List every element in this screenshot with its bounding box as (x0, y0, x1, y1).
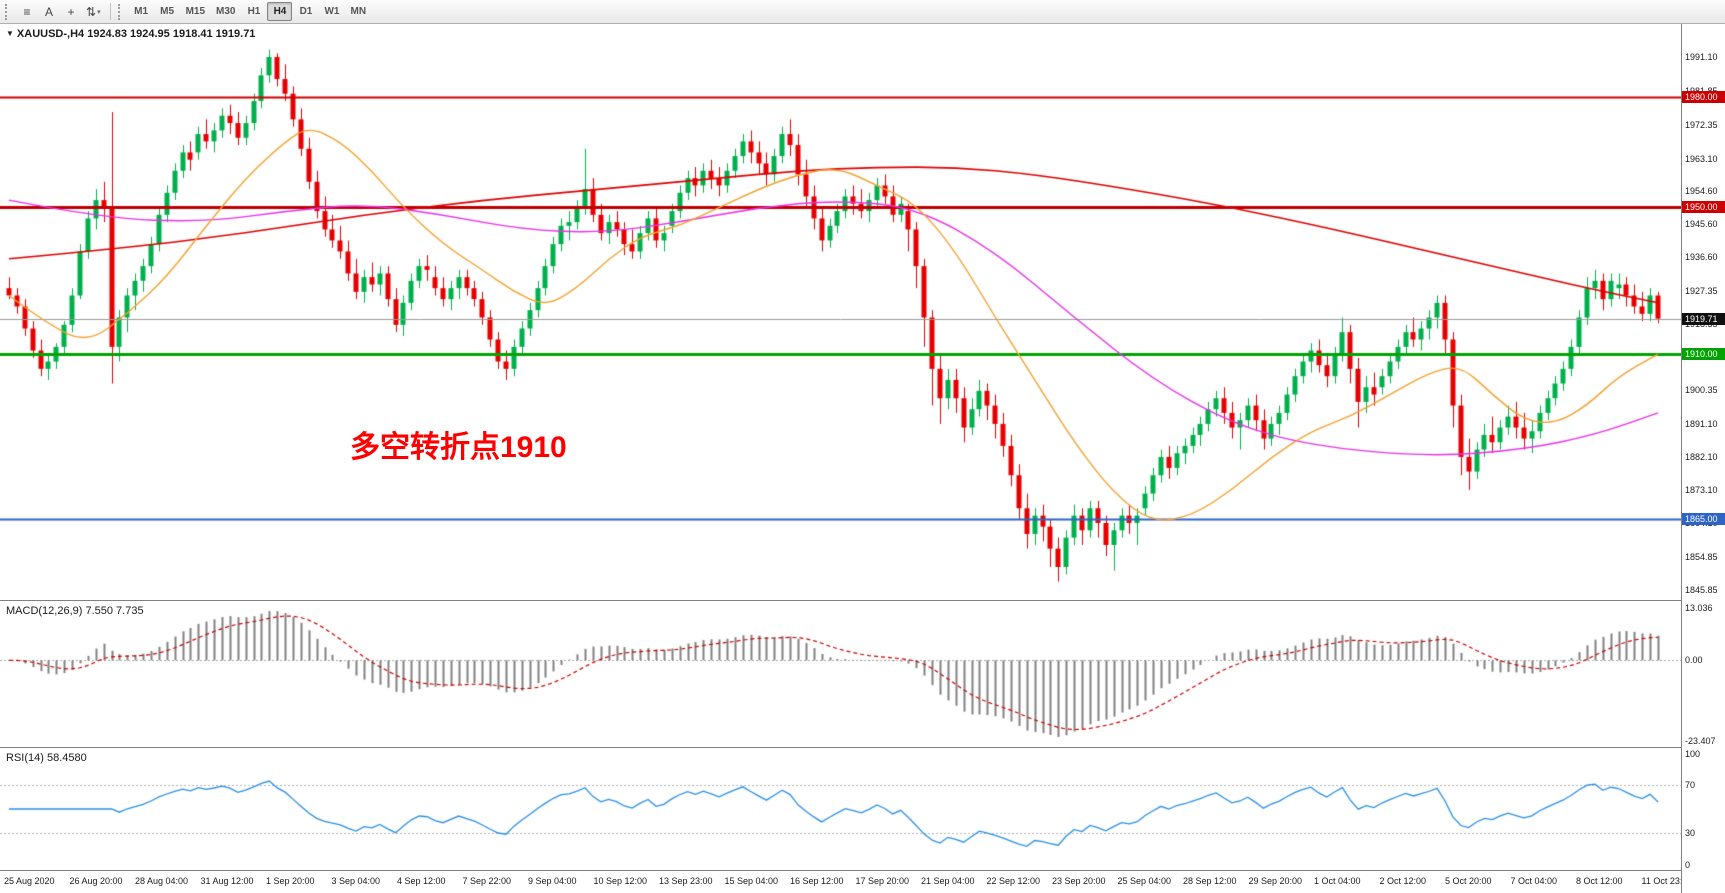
time-label: 28 Sep 12:00 (1183, 876, 1237, 886)
price-tick: 1954.60 (1685, 185, 1718, 196)
time-label: 5 Oct 20:00 (1445, 876, 1492, 886)
timeframe-toolbar: M1 M5 M15 M30 H1 H4 D1 W1 MN (129, 2, 371, 21)
text-label-glyph: A (44, 4, 53, 19)
price-level-badge: 1980.00 (1682, 91, 1725, 104)
price-level-badge: 1950.00 (1682, 201, 1725, 214)
price-tick: 1963.10 (1685, 154, 1718, 165)
timeframe-button-m1[interactable]: M1 (129, 2, 154, 21)
timeframe-button-d1[interactable]: D1 (293, 2, 318, 21)
macd-axis-label: 0.00 (1685, 655, 1703, 666)
time-label: 21 Sep 04:00 (921, 876, 975, 886)
price-axis[interactable]: 1991.10 1981.85 1972.35 1963.10 1954.60 1945.… (1681, 24, 1725, 893)
rsi-axis-label: 30 (1685, 828, 1696, 839)
symbol-ohlc-text: XAUUSD-,H4 1924.83 1924.95 1918.41 1919.… (16, 28, 256, 40)
current-price-badge: 1919.71 (1682, 312, 1725, 325)
rsi-canvas[interactable] (0, 748, 1681, 870)
time-label: 1 Sep 20:00 (266, 876, 315, 886)
chart-annotation[interactable]: 多空转折点1910 (350, 431, 567, 464)
dropdown-caret-icon: ▾ (97, 8, 101, 16)
price-tick: 1900.35 (1685, 384, 1718, 395)
timeframe-button-m5[interactable]: M5 (155, 2, 180, 21)
macd-panel-divider[interactable] (0, 600, 1725, 601)
price-tick: 1945.60 (1685, 218, 1718, 229)
macd-label: MACD(12,26,9) 7.550 7.735 (6, 605, 144, 617)
time-label: 25 Aug 2020 (4, 876, 55, 886)
timeframe-button-h1[interactable]: H1 (241, 2, 266, 21)
time-label: 26 Aug 20:00 (69, 876, 123, 886)
time-label: 7 Sep 22:00 (462, 876, 512, 886)
time-label: 13 Sep 23:00 (659, 876, 713, 886)
crosshair-icon[interactable]: + (60, 2, 82, 22)
time-label: 23 Sep 20:00 (1052, 876, 1106, 886)
rsi-panel-divider[interactable] (0, 747, 1725, 748)
time-label: 29 Sep 20:00 (1248, 876, 1303, 886)
price-tick: 1882.10 (1685, 451, 1718, 462)
scale-glyph: ⇅ (86, 4, 97, 19)
price-level-badge: 1865.00 (1682, 513, 1725, 526)
price-tick: 1991.10 (1685, 51, 1718, 62)
time-label: 7 Oct 04:00 (1510, 876, 1558, 886)
chart-window: ▼ XAUUSD-,H4 1924.83 1924.95 1918.41 1919… (0, 24, 1725, 893)
macd-axis-label: 13.036 (1685, 603, 1713, 613)
timeframe-button-mn[interactable]: MN (345, 2, 371, 21)
text-label-icon[interactable]: A (38, 2, 60, 22)
timeframe-button-m15[interactable]: M15 (181, 2, 210, 21)
price-tick: 1927.35 (1685, 285, 1718, 296)
price-level-badge: 1910.00 (1682, 348, 1725, 361)
time-label: 15 Sep 04:00 (724, 876, 779, 886)
symbol-info: ▼ XAUUSD-,H4 1924.83 1924.95 1918.41 1919… (6, 28, 255, 40)
chart-bars-icon[interactable]: ≡ (16, 2, 38, 22)
rsi-axis-label: 0 (1685, 860, 1691, 870)
time-label: 28 Aug 04:00 (135, 876, 189, 886)
time-label: 8 Oct 12:00 (1576, 876, 1623, 886)
time-axis[interactable]: 25 Aug 2020 26 Aug 20:00 28 Aug 04:00 31 Au… (0, 871, 1725, 893)
crosshair-glyph: + (67, 4, 75, 19)
price-tick: 1845.85 (1685, 584, 1718, 595)
time-label: 10 Sep 12:00 (593, 876, 648, 886)
time-axis-divider (0, 870, 1725, 871)
price-tick: 1873.10 (1685, 484, 1718, 495)
time-label: 2 Oct 12:00 (1379, 876, 1427, 886)
price-chart-canvas[interactable] (0, 24, 1681, 600)
scale-icon[interactable]: ⇅ ▾ (82, 2, 105, 22)
rsi-axis-label: 100 (1685, 749, 1701, 759)
toolbar: ≡ A + ⇅ ▾ M1 M5 M15 M30 H1 H4 D1 W1 MN (0, 0, 1725, 24)
rsi-label: RSI(14) 58.4580 (6, 752, 87, 764)
time-label: 4 Sep 12:00 (397, 876, 446, 886)
rsi-axis-label: 70 (1685, 779, 1696, 790)
price-tick: 1972.35 (1685, 120, 1718, 131)
time-label: 3 Sep 04:00 (331, 876, 381, 886)
chart-bars-glyph: ≡ (23, 4, 31, 19)
time-label: 17 Sep 20:00 (855, 876, 910, 886)
time-label: 31 Aug 12:00 (200, 876, 254, 886)
macd-axis-label: -23.407 (1685, 736, 1716, 746)
quick-trade-arrow-icon[interactable]: ▼ (6, 29, 14, 38)
toolbar-grip[interactable] (5, 3, 11, 20)
toolbar-separator (109, 3, 111, 20)
timeframe-button-w1[interactable]: W1 (319, 2, 344, 21)
price-tick: 1981.85 (1685, 86, 1718, 96)
time-label: 22 Sep 12:00 (986, 876, 1041, 886)
macd-canvas[interactable] (0, 601, 1681, 747)
price-tick: 1854.85 (1685, 551, 1718, 562)
time-label: 16 Sep 12:00 (790, 876, 844, 886)
price-tick: 1891.10 (1685, 418, 1718, 429)
timeframe-button-h4[interactable]: H4 (267, 2, 293, 21)
timeframe-toolbar-grip[interactable] (117, 3, 124, 20)
time-label: 9 Sep 04:00 (528, 876, 577, 886)
price-tick: 1936.60 (1685, 251, 1718, 262)
timeframe-button-m30[interactable]: M30 (211, 2, 240, 21)
time-label: 11 Oct 23:00 (1641, 876, 1693, 886)
time-label: 1 Oct 04:00 (1314, 876, 1361, 886)
time-label: 25 Sep 04:00 (1117, 876, 1172, 886)
